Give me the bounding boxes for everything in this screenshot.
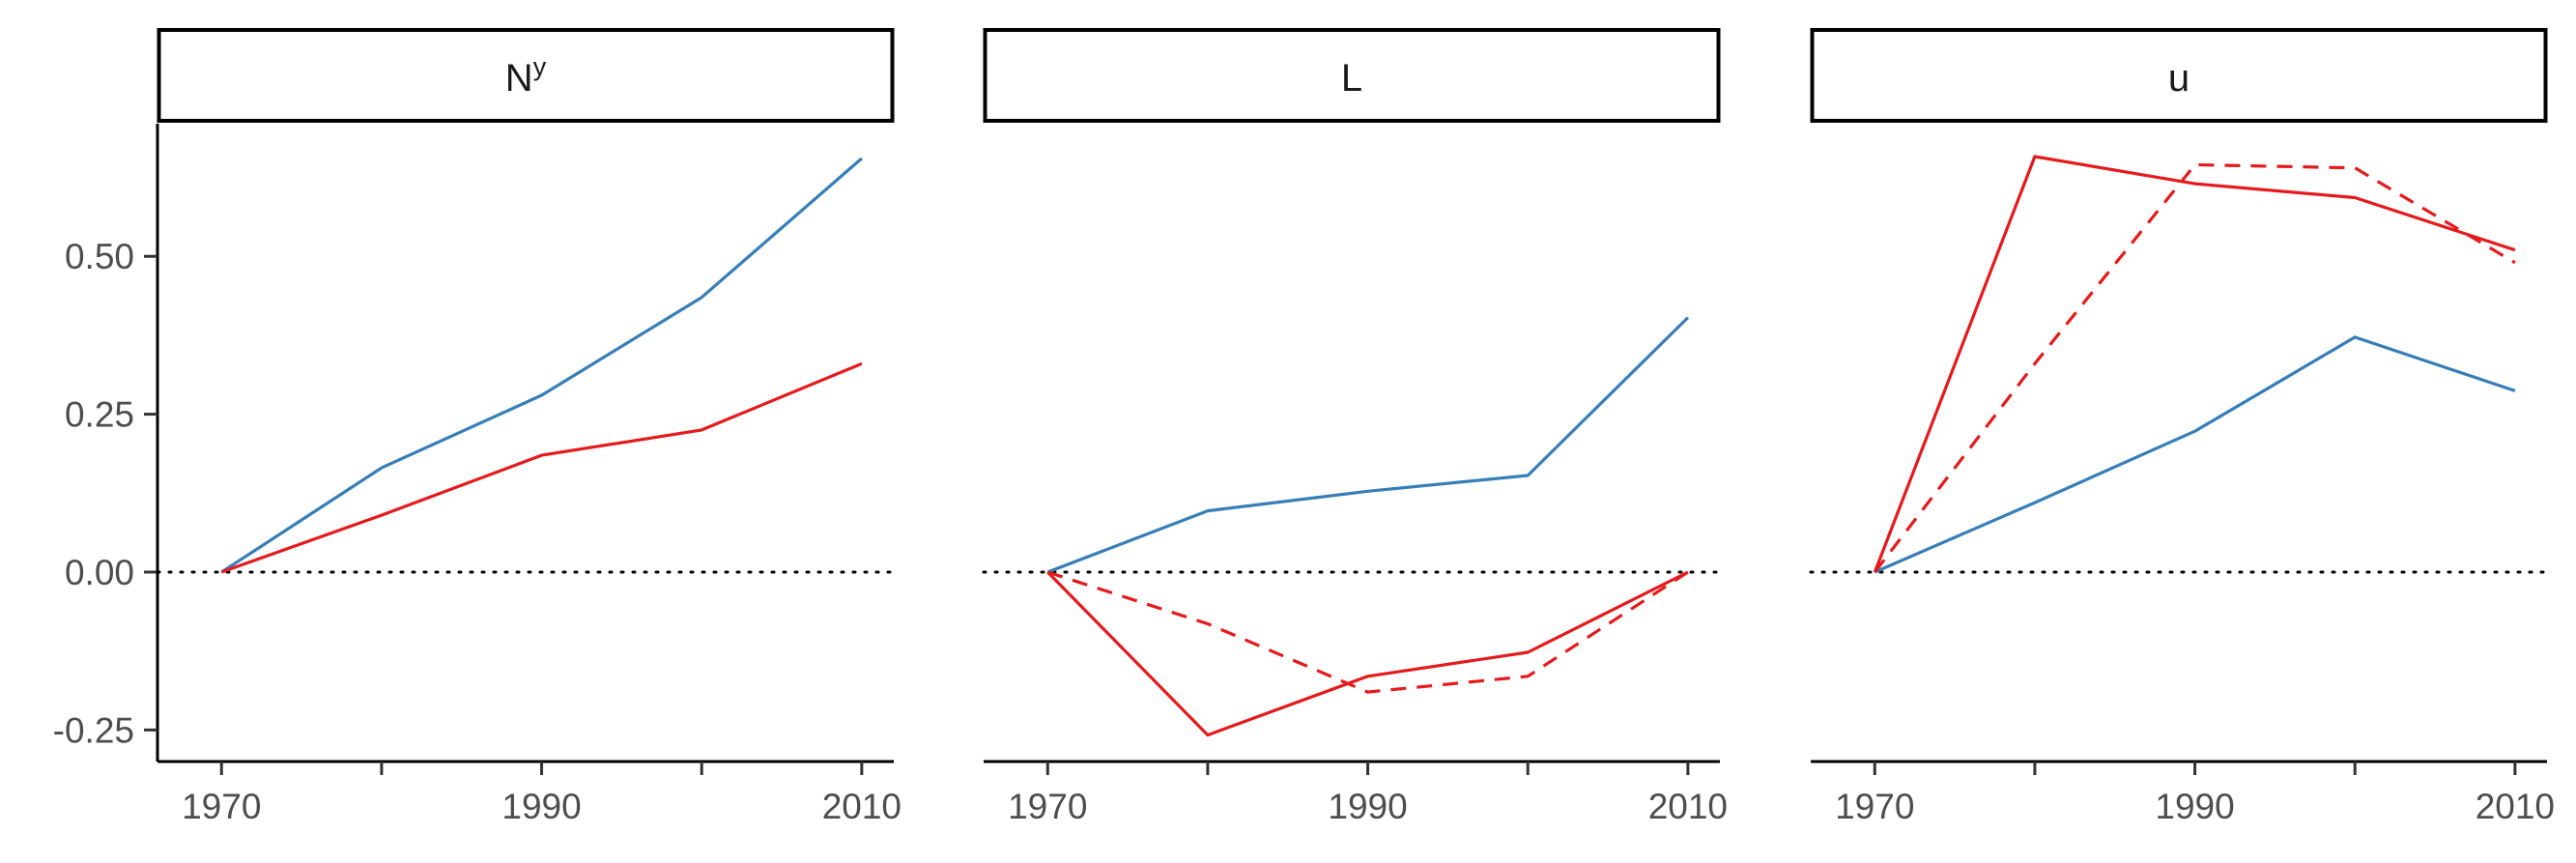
- strip-header: [1810, 28, 2548, 123]
- strip-header: [983, 28, 1721, 123]
- series-line-3: [1046, 570, 1689, 694]
- series-line-3: [1874, 162, 2516, 573]
- x-tick-label: 1990: [2155, 787, 2234, 826]
- series-line-2: [1046, 570, 1689, 737]
- strip-label-main: L: [1341, 57, 1362, 100]
- facet-panel-1: Ny 1970 1990 2010: [156, 28, 902, 826]
- facet-panel-3: u 1970 1990 2010: [1809, 28, 2555, 826]
- strip-label-main: u: [2168, 57, 2190, 100]
- x-tick-label: 1990: [501, 787, 581, 826]
- strip-label: L: [1341, 57, 1362, 100]
- strip-label-superscript: y: [533, 52, 547, 81]
- strip-label-main: N: [505, 57, 533, 100]
- x-tick-label: 1970: [182, 787, 261, 826]
- x-tick-label: 2010: [1648, 787, 1728, 826]
- series-line-1: [1874, 335, 2516, 574]
- x-tick-label: 1970: [1008, 787, 1087, 826]
- strip-header: [157, 28, 895, 123]
- y-tick-label: -0.25: [53, 710, 134, 750]
- y-tick-label: 0.00: [65, 553, 134, 592]
- y-tick-label: 0.25: [65, 395, 134, 435]
- x-tick-label: 2010: [822, 787, 902, 826]
- series-line-2: [1873, 155, 2516, 573]
- y-tick-label: 0.50: [65, 237, 134, 276]
- series-line-1: [1046, 316, 1690, 574]
- strip-label: Ny: [505, 52, 547, 100]
- x-tick-label: 2010: [2476, 787, 2555, 826]
- x-tick-label: 1970: [1835, 787, 1914, 826]
- strip-label: u: [2168, 57, 2190, 100]
- x-tick-label: 1990: [1328, 787, 1407, 826]
- series-line-2: [220, 361, 863, 574]
- facet-panel-2: L 1970 1990 2010: [982, 28, 1728, 826]
- series-line-1: [220, 157, 863, 574]
